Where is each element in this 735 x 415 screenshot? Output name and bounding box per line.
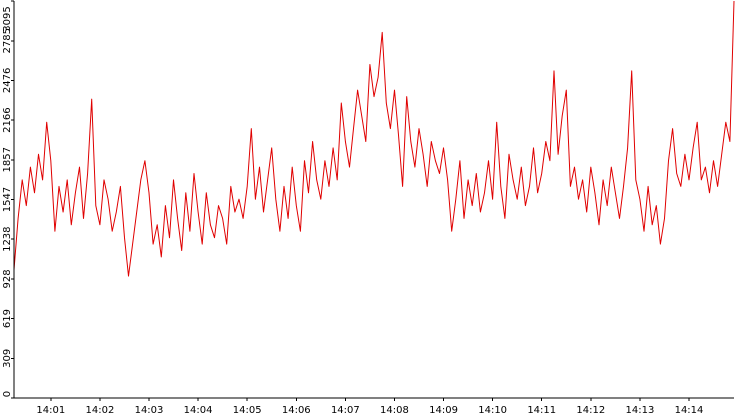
y-tick-label: 309 — [2, 349, 13, 368]
y-tick-label: 1547 — [2, 187, 13, 212]
x-tick-label: 14:05 — [233, 405, 262, 415]
y-tick-label: 928 — [2, 269, 13, 288]
y-tick-label: 2166 — [2, 107, 13, 132]
x-tick-label: 14:14 — [675, 405, 704, 415]
y-tick-label: 619 — [2, 309, 13, 328]
x-tick-label: 14:09 — [429, 405, 458, 415]
x-tick-label: 14:04 — [184, 405, 213, 415]
x-tick-label: 14:13 — [625, 405, 654, 415]
x-tick-label: 14:01 — [36, 405, 65, 415]
y-tick-label: 2785 — [2, 28, 13, 53]
y-tick-label: 0 — [2, 391, 13, 397]
y-tick-label: 1857 — [2, 147, 13, 172]
y-tick-label: 1238 — [2, 226, 13, 251]
x-tick-label: 14:11 — [527, 405, 556, 415]
x-tick-label: 14:08 — [380, 405, 409, 415]
x-tick-label: 14:06 — [282, 405, 311, 415]
x-axis: 14:01 14:02 14:03 14:04 14:05 14:06 14:07 14:08… — [14, 397, 734, 415]
x-tick-label: 14:10 — [478, 405, 507, 415]
y-tick-label: 2476 — [2, 68, 13, 93]
x-tick-label: 14:12 — [576, 405, 605, 415]
x-tick-label: 14:02 — [85, 405, 114, 415]
y-tick-label: 3095 — [2, 6, 13, 31]
series-line-0 — [13, 0, 735, 277]
x-tick-label: 14:07 — [331, 405, 360, 415]
series-layer — [13, 0, 735, 277]
x-tick-label: 14:03 — [135, 405, 164, 415]
